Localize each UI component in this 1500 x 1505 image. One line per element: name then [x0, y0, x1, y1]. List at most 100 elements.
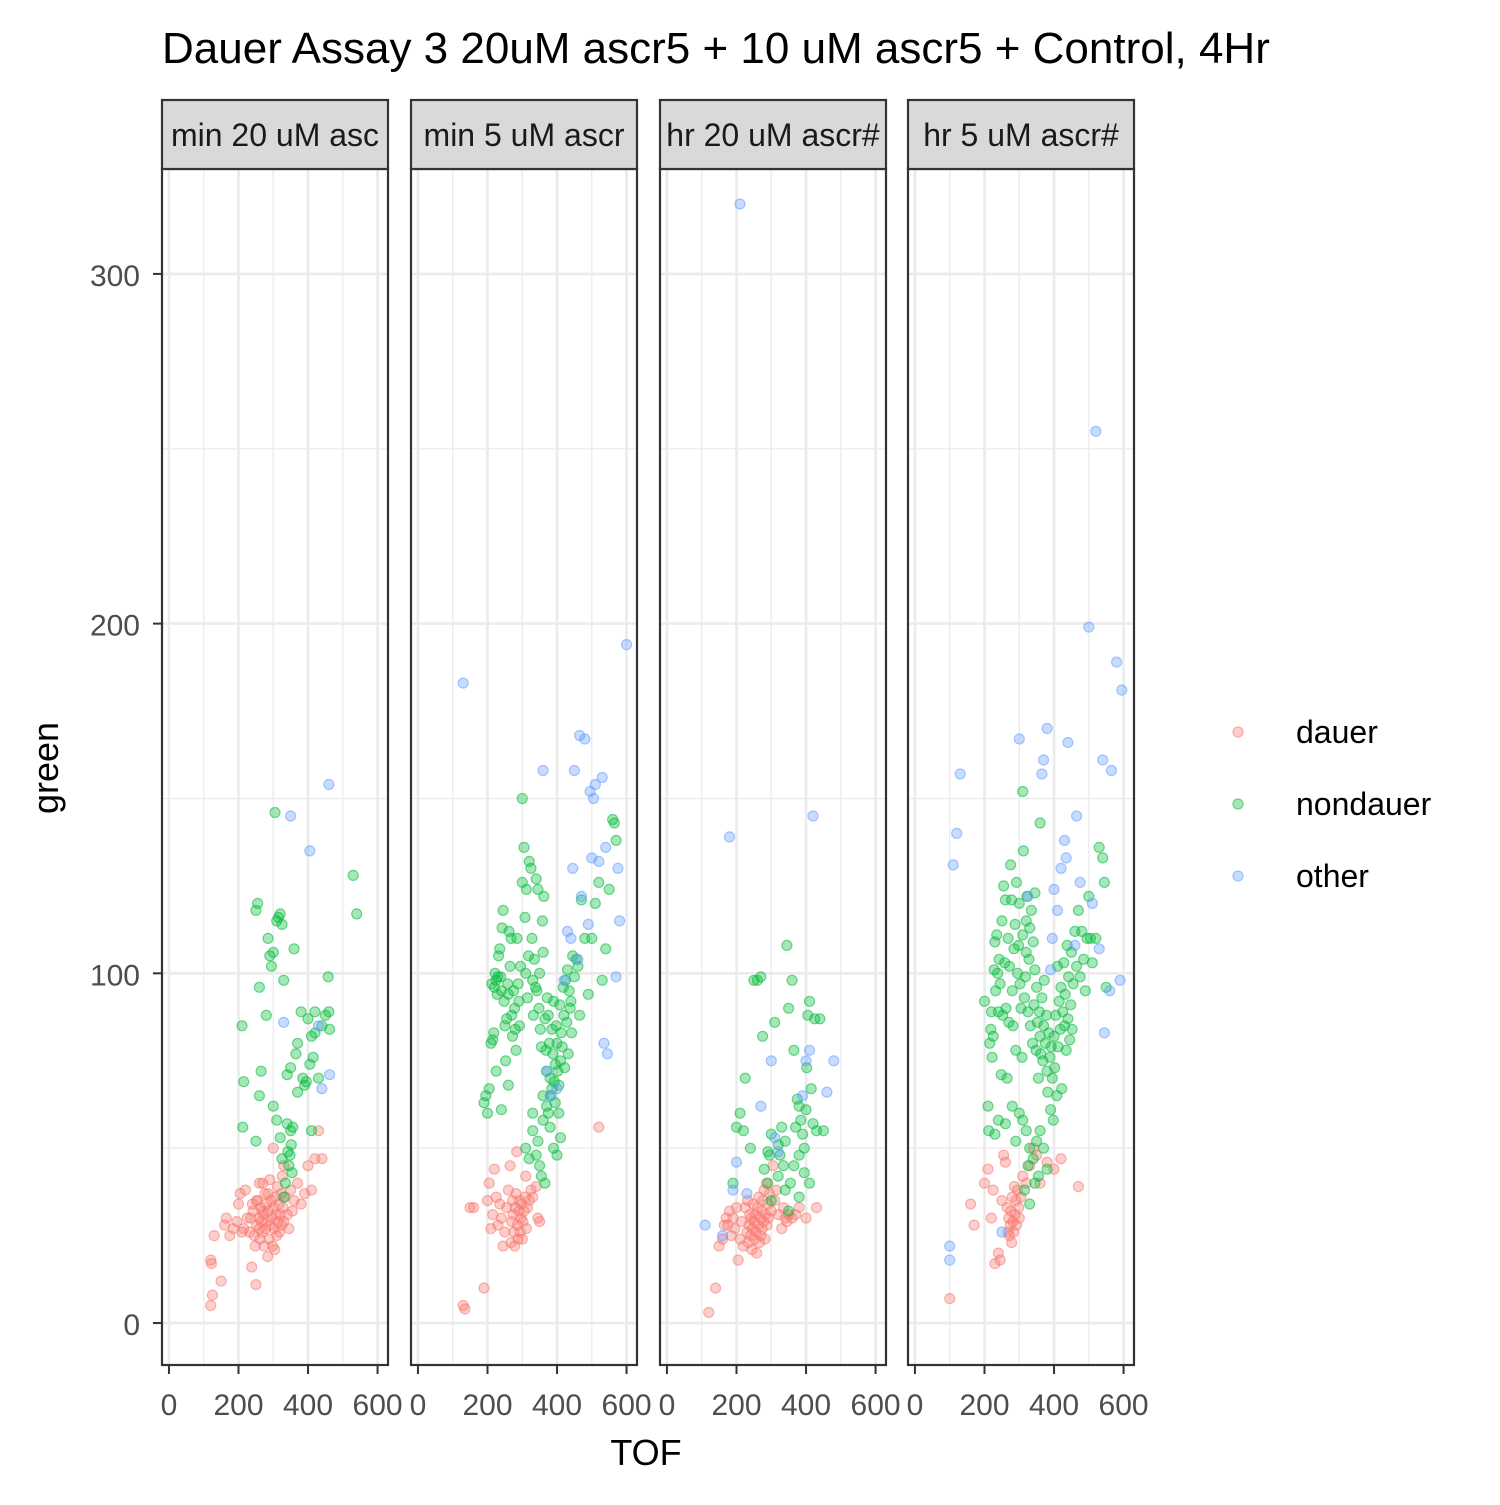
data-point-nondauer [1064, 1034, 1076, 1046]
data-point-nondauer [300, 1076, 312, 1088]
data-point-nondauer [547, 1048, 559, 1060]
panel-background [908, 169, 1134, 1365]
data-point-other [951, 827, 963, 840]
data-point-nondauer [803, 995, 816, 1007]
data-point-dauer [264, 1174, 276, 1186]
data-point-nondauer [1044, 1051, 1056, 1063]
data-point-dauer [220, 1212, 232, 1224]
data-point-other [769, 1132, 781, 1144]
legend-key [1232, 726, 1244, 738]
data-point-other [324, 1069, 336, 1081]
data-point-nondauer [1016, 1051, 1028, 1063]
data-point-dauer [504, 1160, 516, 1172]
facet-strip [658, 98, 888, 171]
data-point-other [537, 764, 549, 777]
data-point-dauer [985, 1212, 998, 1224]
data-point-nondauer [481, 1107, 494, 1119]
data-point-nondauer [1010, 1044, 1022, 1056]
data-point-nondauer [497, 904, 509, 917]
data-point-dauer [232, 1198, 245, 1210]
x-tick-label: 600 [1099, 1389, 1149, 1422]
data-point-nondauer [323, 1006, 335, 1018]
data-point-dauer [259, 1187, 271, 1200]
facet-panel: min 5 uM ascr 0 200 400 600 [410, 98, 652, 1422]
data-point-nondauer [521, 992, 534, 1004]
facet-strip-label: hr 5 uM ascr# [923, 117, 1119, 153]
data-point-nondauer [817, 1125, 830, 1137]
data-point-nondauer [532, 1135, 544, 1147]
data-point-nondauer [1006, 985, 1018, 997]
data-point-nondauer [737, 1125, 750, 1137]
data-point-nondauer [1027, 936, 1039, 948]
data-point-nondauer [1062, 1013, 1074, 1025]
data-point-nondauer [237, 1121, 249, 1133]
data-point-other [730, 1156, 743, 1168]
data-point-nondauer [526, 932, 538, 945]
data-point-dauer [205, 1257, 217, 1270]
x-tick-label: 400 [781, 1389, 831, 1422]
data-point-nondauer [796, 1128, 809, 1140]
data-point-nondauer [608, 817, 621, 829]
data-point-nondauer [795, 1114, 807, 1126]
data-point-other [565, 932, 577, 945]
data-point-dauer [478, 1282, 490, 1294]
data-point-nondauer [309, 1006, 321, 1018]
data-point-dauer [286, 1205, 298, 1217]
data-point-nondauer [758, 1163, 770, 1175]
data-point-other [457, 677, 469, 689]
data-point-nondauer [505, 932, 517, 945]
data-point-dauer [269, 1243, 281, 1256]
data-point-other [558, 974, 570, 986]
data-point-nondauer [260, 1009, 272, 1021]
data-point-nondauer [236, 1020, 248, 1032]
data-point-dauer [751, 1247, 763, 1259]
data-point-nondauer [1047, 1114, 1059, 1126]
data-point-other [1022, 890, 1034, 903]
data-point-nondauer [492, 971, 504, 983]
data-point-other [765, 1055, 777, 1067]
data-point-nondauer [575, 894, 588, 906]
legend-item-other: other [1232, 858, 1369, 894]
data-point-nondauer [1023, 953, 1035, 965]
data-point-other [716, 1229, 729, 1242]
x-tick-label: 400 [283, 1389, 333, 1422]
points-layer [699, 198, 840, 1319]
data-point-nondauer [520, 967, 532, 979]
data-point-other [568, 764, 581, 777]
data-point-nondauer [777, 1160, 790, 1172]
data-point-nondauer [1041, 1163, 1053, 1175]
data-point-nondauer [551, 1149, 563, 1161]
data-point-other [285, 810, 297, 822]
data-point-other [1093, 943, 1105, 955]
data-point-dauer [1012, 1201, 1025, 1214]
data-point-other [741, 1187, 753, 1200]
data-point-nondauer [1067, 978, 1079, 990]
data-point-dauer [732, 1254, 744, 1266]
data-point-nondauer [513, 1020, 526, 1032]
data-point-dauer [1055, 1153, 1067, 1165]
data-point-other [544, 1090, 556, 1102]
data-point-nondauer [1046, 1072, 1058, 1084]
data-point-dauer [501, 1201, 513, 1214]
data-point-other [575, 890, 588, 903]
data-point-nondauer [1024, 1198, 1036, 1210]
data-point-nondauer [1006, 1100, 1018, 1112]
data-point-other [807, 810, 819, 822]
data-point-other [723, 831, 736, 843]
data-point-nondauer [1039, 1037, 1051, 1049]
data-point-nondauer [292, 1037, 304, 1049]
data-point-nondauer [495, 971, 507, 983]
data-point-other [1036, 768, 1048, 780]
data-point-nondauer [1040, 1009, 1053, 1021]
data-point-nondauer [786, 974, 798, 986]
data-point-nondauer [490, 1065, 502, 1077]
data-point-nondauer [1017, 845, 1030, 857]
data-point-nondauer [1020, 1125, 1032, 1137]
data-point-nondauer [542, 1107, 554, 1119]
data-point-nondauer [265, 960, 278, 972]
data-point-other [803, 1044, 816, 1056]
data-point-dauer [483, 1177, 495, 1189]
data-point-nondauer [488, 1027, 500, 1039]
data-point-other [1083, 621, 1095, 633]
data-point-dauer [488, 1163, 500, 1175]
